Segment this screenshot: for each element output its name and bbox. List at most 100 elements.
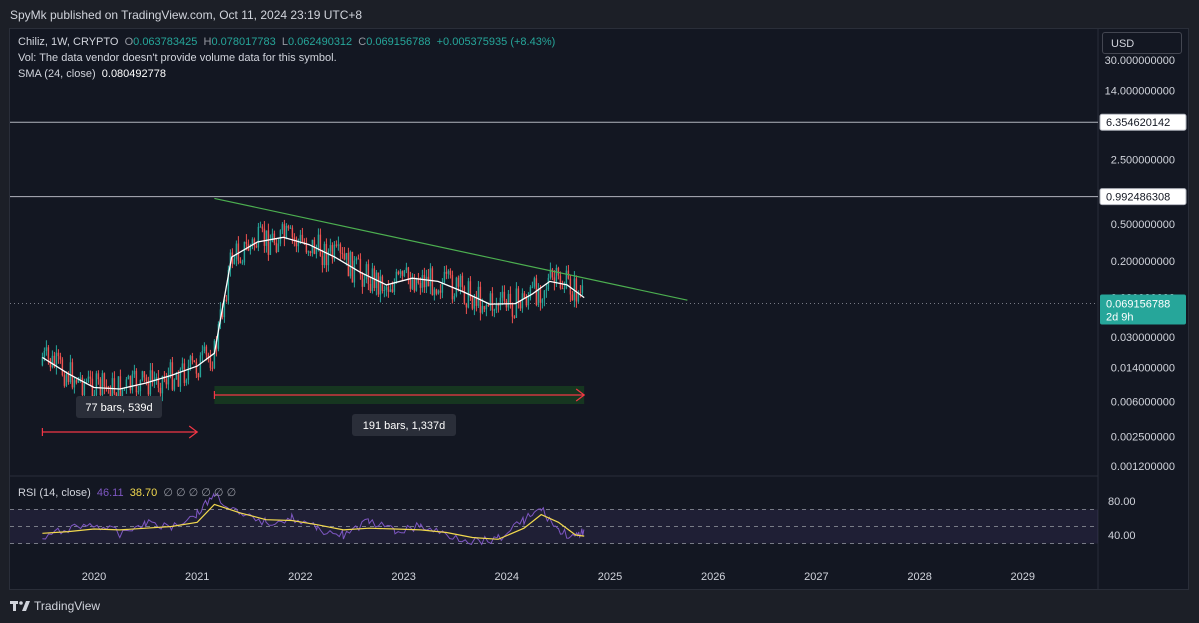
candle-body bbox=[53, 355, 56, 367]
candle-body bbox=[561, 288, 564, 290]
candle-body bbox=[99, 379, 102, 395]
candle-body bbox=[277, 243, 280, 253]
candle-body bbox=[143, 371, 146, 378]
candle-body bbox=[217, 324, 220, 349]
tradingview-logo: TradingView bbox=[10, 599, 100, 613]
candle-body bbox=[491, 293, 494, 311]
time-axis-label: 2024 bbox=[495, 571, 519, 583]
candle-body bbox=[329, 245, 332, 252]
sma-legend[interactable]: SMA (24, close) 0.080492778 bbox=[18, 68, 166, 80]
candle-body bbox=[45, 347, 48, 352]
candle-body bbox=[65, 373, 68, 386]
candle-body bbox=[243, 241, 246, 263]
candle-body bbox=[267, 230, 270, 255]
candle-body bbox=[327, 251, 330, 266]
candle-body bbox=[57, 352, 60, 357]
candle-body bbox=[421, 275, 424, 288]
candle-body bbox=[353, 260, 356, 283]
candle-body bbox=[257, 226, 260, 248]
candle-body bbox=[555, 267, 558, 283]
candle-body bbox=[401, 271, 404, 276]
candle-body bbox=[281, 224, 284, 231]
time-axis-label: 2029 bbox=[1011, 571, 1035, 583]
candle-body bbox=[337, 244, 340, 246]
chart-frame[interactable] bbox=[9, 28, 1189, 590]
candle-body bbox=[159, 387, 162, 394]
candle-body bbox=[291, 227, 294, 238]
candle-body bbox=[189, 356, 192, 367]
candle-body bbox=[409, 279, 412, 289]
candle-body bbox=[345, 252, 348, 260]
candle-body bbox=[563, 288, 566, 290]
time-axis-label: 2020 bbox=[82, 571, 106, 583]
candle-body bbox=[513, 316, 516, 318]
price-axis: 30.000000000 14.000000000 2.500000000 0.500… bbox=[1105, 55, 1175, 473]
candle-body bbox=[517, 288, 520, 301]
candle-body bbox=[369, 283, 372, 292]
candle-body bbox=[127, 376, 130, 380]
sma-value: 0.080492778 bbox=[101, 68, 166, 80]
candle-body bbox=[227, 270, 230, 300]
candle-body bbox=[511, 302, 514, 317]
rsi-legend[interactable]: RSI (14, close) 46.11 38.70 ∅ ∅ ∅ ∅ ∅ ∅ bbox=[18, 486, 236, 499]
candle-body bbox=[91, 378, 94, 401]
candle-body bbox=[551, 269, 554, 278]
rsi-ma-line bbox=[42, 503, 585, 540]
candle-body bbox=[559, 275, 562, 289]
last-price-countdown: 2d 9h bbox=[1106, 311, 1134, 323]
candle-body bbox=[323, 243, 326, 266]
candle-body bbox=[393, 281, 396, 292]
candle-body bbox=[81, 377, 84, 395]
candle-body bbox=[507, 293, 510, 308]
candle-body bbox=[461, 275, 464, 288]
candle-body bbox=[209, 357, 212, 368]
price-axis-label: 0.200000000 bbox=[1111, 256, 1175, 268]
publish-bar: SpyMk published on TradingView.com, Oct … bbox=[0, 0, 1199, 28]
time-axis-label: 2026 bbox=[701, 571, 725, 583]
candle-body bbox=[237, 243, 240, 261]
candle-body bbox=[307, 251, 310, 253]
candle-body bbox=[255, 245, 258, 248]
candle-body bbox=[303, 241, 306, 244]
change-value: +0.005375935 (+8.43%) bbox=[436, 36, 556, 48]
candle-body bbox=[549, 269, 552, 278]
candle-body bbox=[157, 377, 160, 388]
candle-body bbox=[533, 278, 536, 287]
candle-body bbox=[179, 368, 182, 387]
candles bbox=[41, 219, 584, 408]
price-line-badge bbox=[1099, 113, 1187, 131]
candle-body bbox=[437, 290, 440, 294]
candle-body bbox=[175, 374, 178, 380]
overlays: 191 bars, 1,337d 77 bars, 539d bbox=[41, 197, 688, 439]
high-label: H bbox=[203, 36, 212, 48]
candle-body bbox=[553, 277, 556, 283]
candle-body bbox=[441, 282, 444, 293]
candle-body bbox=[397, 271, 400, 275]
candle-body bbox=[55, 352, 58, 367]
candle-body bbox=[377, 272, 380, 295]
candle-body bbox=[283, 224, 286, 239]
candle-body bbox=[335, 244, 338, 246]
price-line-badge bbox=[1099, 188, 1187, 206]
candle-body bbox=[43, 351, 46, 358]
candle-body bbox=[475, 297, 478, 306]
time-axis-label: 2021 bbox=[185, 571, 209, 583]
candle-body bbox=[59, 356, 62, 360]
candle-body bbox=[225, 299, 228, 301]
candle-body bbox=[333, 244, 336, 259]
candle-body bbox=[77, 377, 80, 383]
candle-body bbox=[161, 376, 164, 394]
candle-body bbox=[577, 292, 580, 302]
currency-selector[interactable]: USD bbox=[1102, 32, 1182, 54]
candle-body bbox=[503, 291, 506, 301]
candle-body bbox=[579, 292, 582, 294]
candle-body bbox=[465, 303, 468, 308]
candle-body bbox=[339, 244, 342, 253]
candle-body bbox=[383, 290, 386, 292]
candle-body bbox=[185, 379, 188, 383]
trendline bbox=[214, 197, 688, 301]
candle-body bbox=[341, 252, 344, 254]
candle-body bbox=[183, 363, 186, 383]
